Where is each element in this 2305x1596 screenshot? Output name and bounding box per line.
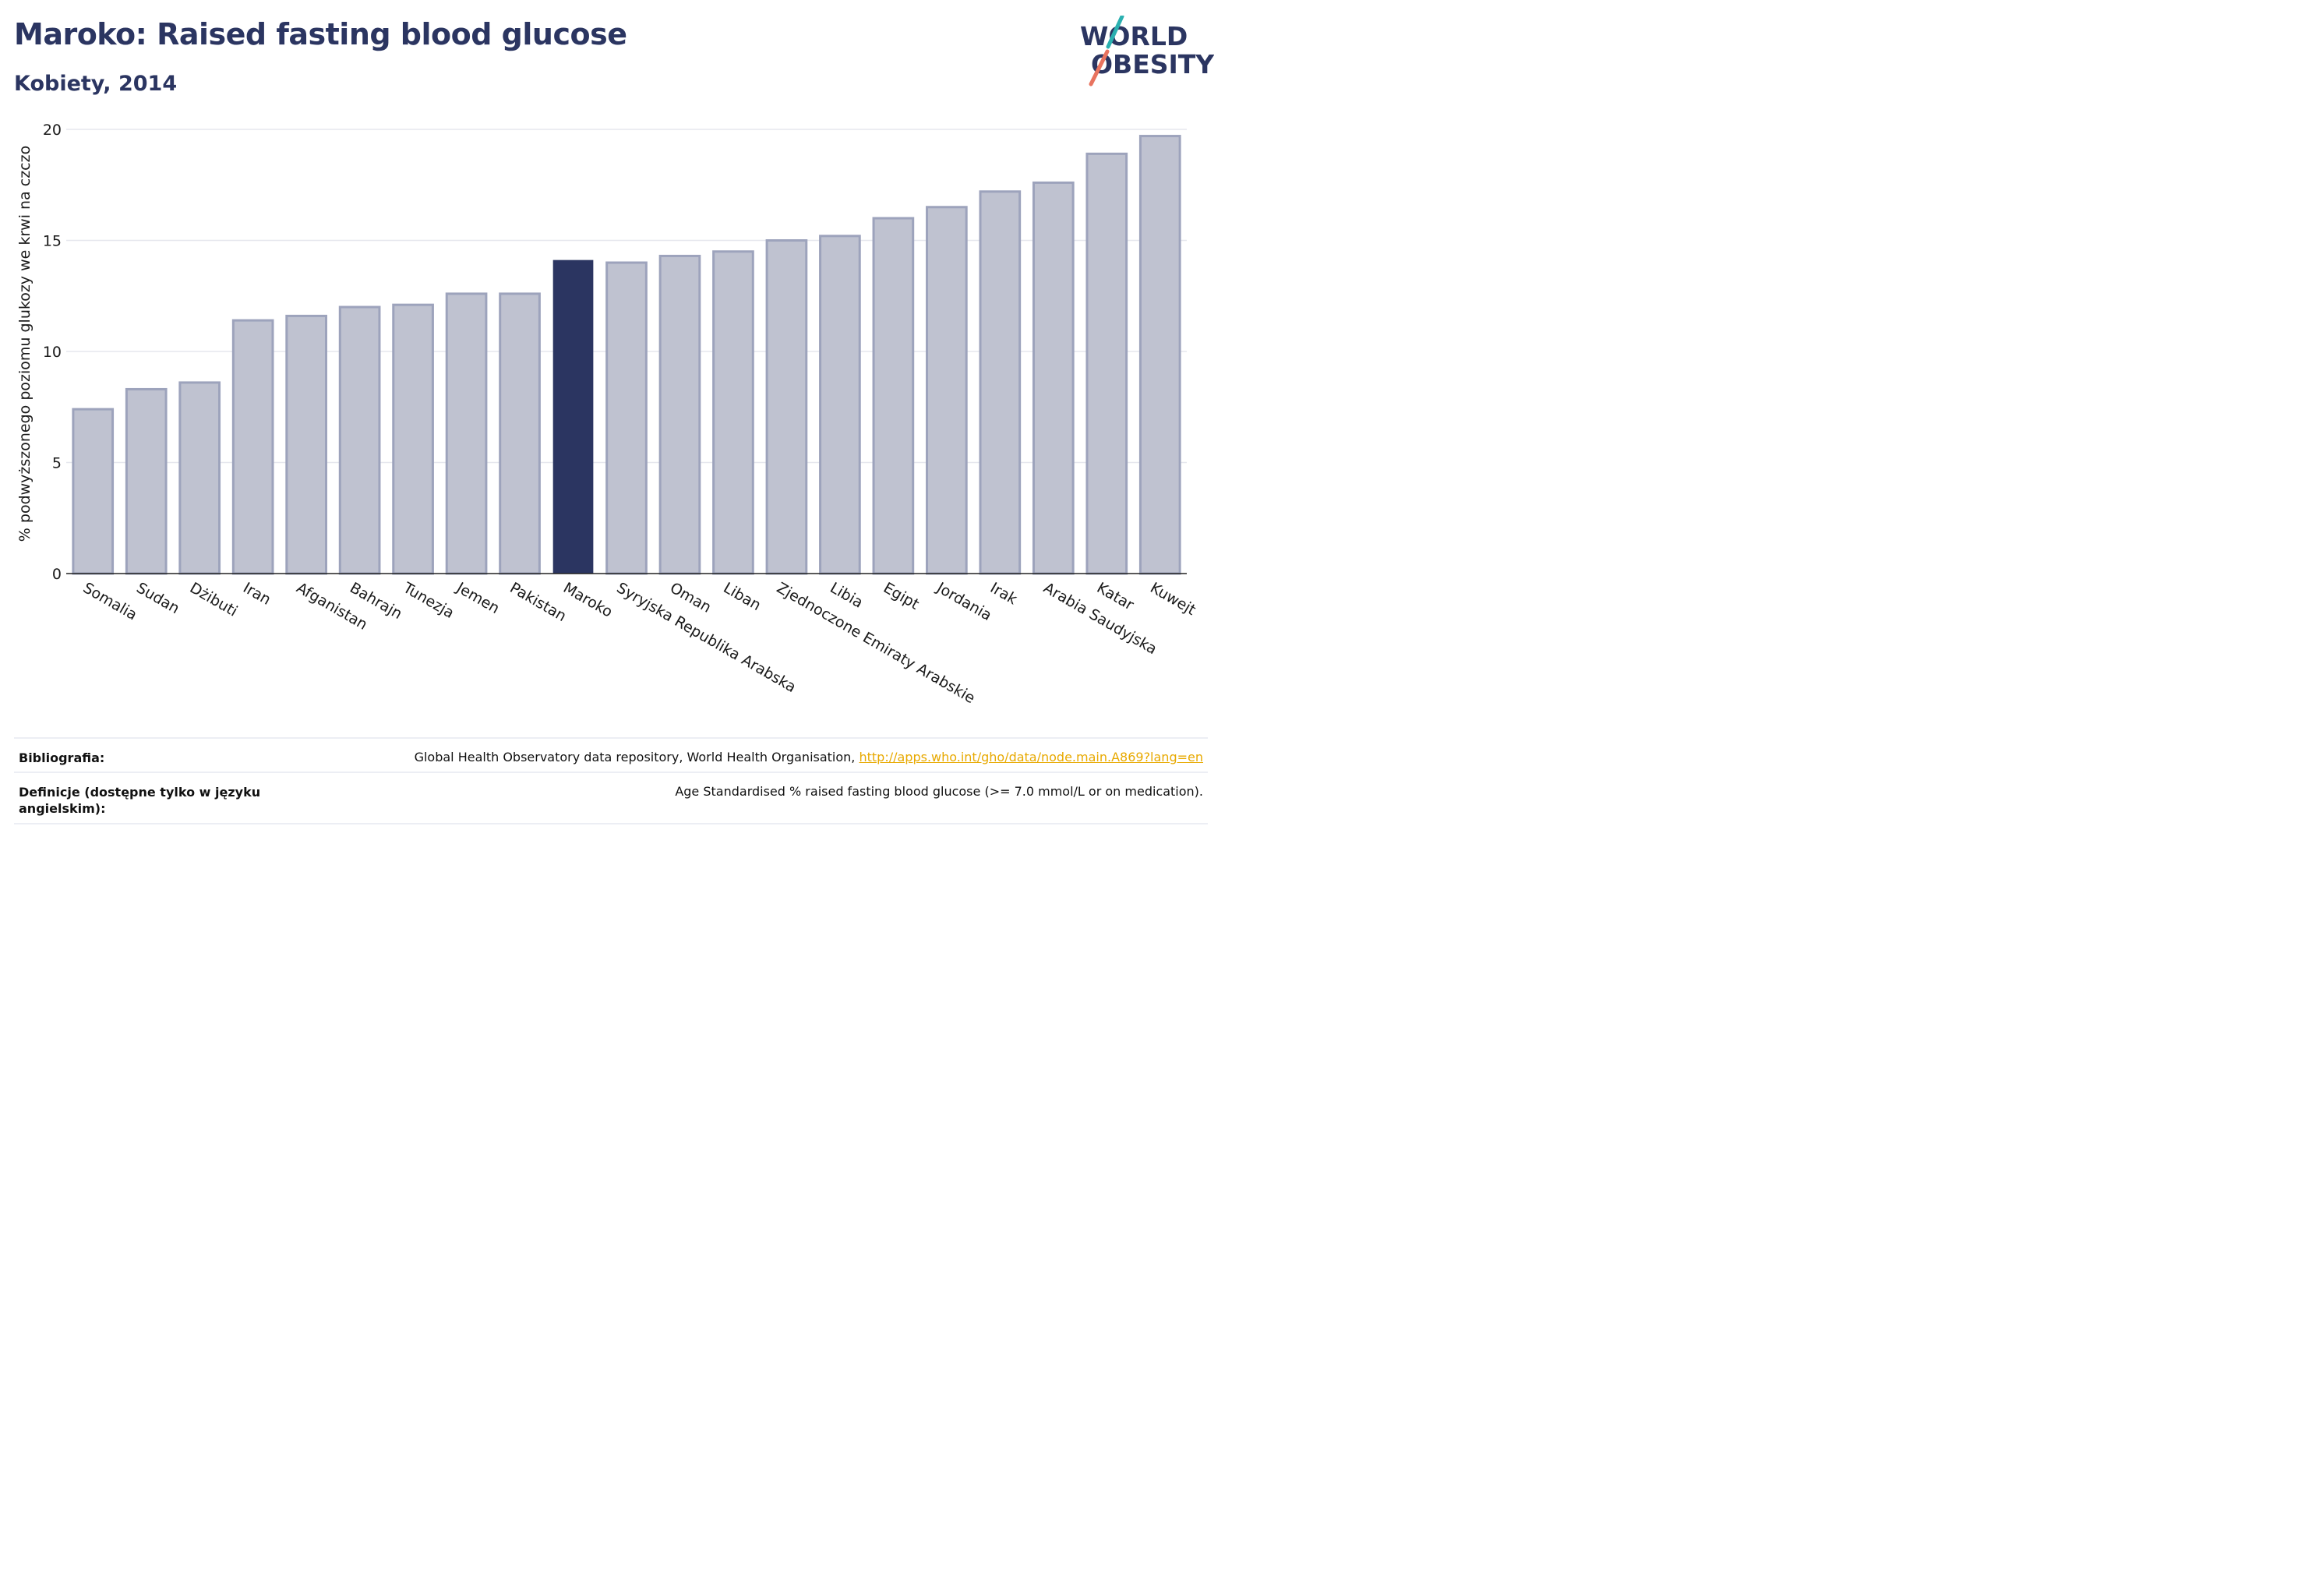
bar xyxy=(765,239,808,575)
x-tick-label: Libia xyxy=(827,579,866,611)
x-tick-label: Jemen xyxy=(453,579,502,617)
page-subtitle: Kobiety, 2014 xyxy=(14,72,178,96)
bars xyxy=(72,135,1181,575)
footer-bottom-rule xyxy=(14,823,1208,824)
x-tick-label: Pakistan xyxy=(507,579,570,625)
x-tick-label: Iran xyxy=(240,579,274,609)
bar xyxy=(819,235,861,575)
logo-slash-coral xyxy=(1089,49,1110,87)
definition-label-line-2: angielskim): xyxy=(19,801,106,816)
x-tick-label: Maroko xyxy=(560,579,616,621)
y-tick-label: 15 xyxy=(43,233,62,250)
y-tick-labels: 0 5 10 15 20 xyxy=(43,122,62,583)
x-tick-label: Irak xyxy=(987,579,1020,608)
bibliography-row: Bibliografia: Global Health Observatory … xyxy=(14,737,1208,773)
bar xyxy=(926,206,968,575)
bar xyxy=(658,254,701,575)
page-title: Maroko: Raised fasting blood glucose xyxy=(14,17,627,51)
x-tick-label: Liban xyxy=(720,579,764,614)
bar xyxy=(338,305,381,575)
y-tick-label: 5 xyxy=(52,455,62,472)
bar xyxy=(979,190,1022,575)
logo-slash-teal xyxy=(1106,16,1124,49)
bar xyxy=(392,303,434,575)
bar xyxy=(285,314,327,575)
world-obesity-logo: WORLD OBESITY xyxy=(1080,16,1214,87)
footer: Bibliografia: Global Health Observatory … xyxy=(14,737,1208,824)
bar xyxy=(178,381,221,575)
bibliography-text: Global Health Observatory data repositor… xyxy=(415,750,1203,764)
x-tick-label: Somalia xyxy=(80,579,140,623)
bar xyxy=(712,250,754,575)
bar-highlighted xyxy=(552,260,594,574)
bar xyxy=(72,408,115,575)
bar xyxy=(499,292,541,575)
y-tick-label: 10 xyxy=(43,344,62,361)
bar xyxy=(231,319,274,575)
logo-word-world: WORLD xyxy=(1080,21,1188,51)
bibliography-link[interactable]: http://apps.who.int/gho/data/node.main.A… xyxy=(859,750,1203,764)
bar xyxy=(1085,152,1128,575)
bar xyxy=(872,217,915,575)
definition-row: Definicje (dostępne tylko w języku angie… xyxy=(14,772,1208,824)
x-tick-label: Kuwejt xyxy=(1147,579,1198,619)
bar xyxy=(1138,135,1181,575)
bar xyxy=(605,261,648,575)
x-tick-label: Egipt xyxy=(881,579,922,613)
definition-label: Definicje (dostępne tylko w języku angie… xyxy=(19,784,260,817)
logo-word-obesity: OBESITY xyxy=(1091,49,1214,79)
x-tick-label: Tunezja xyxy=(400,579,457,622)
y-tick-label: 0 xyxy=(52,566,62,583)
x-tick-label: Jordania xyxy=(933,579,994,624)
bibliography-source: Global Health Observatory data repositor… xyxy=(414,750,860,764)
x-tick-label: Dżibuti xyxy=(187,579,241,620)
bar xyxy=(1032,181,1075,575)
x-tick-label: Sudan xyxy=(133,579,182,617)
bibliography-label: Bibliografia: xyxy=(19,750,105,765)
definition-label-line-1: Definicje (dostępne tylko w języku xyxy=(19,785,261,800)
y-tick-label: 20 xyxy=(43,122,62,139)
bar xyxy=(125,387,168,575)
bar xyxy=(445,292,488,575)
y-axis-label: % podwyższonego poziomu glukozy we krwi … xyxy=(16,146,34,542)
definition-text: Age Standardised % raised fasting blood … xyxy=(675,784,1203,799)
